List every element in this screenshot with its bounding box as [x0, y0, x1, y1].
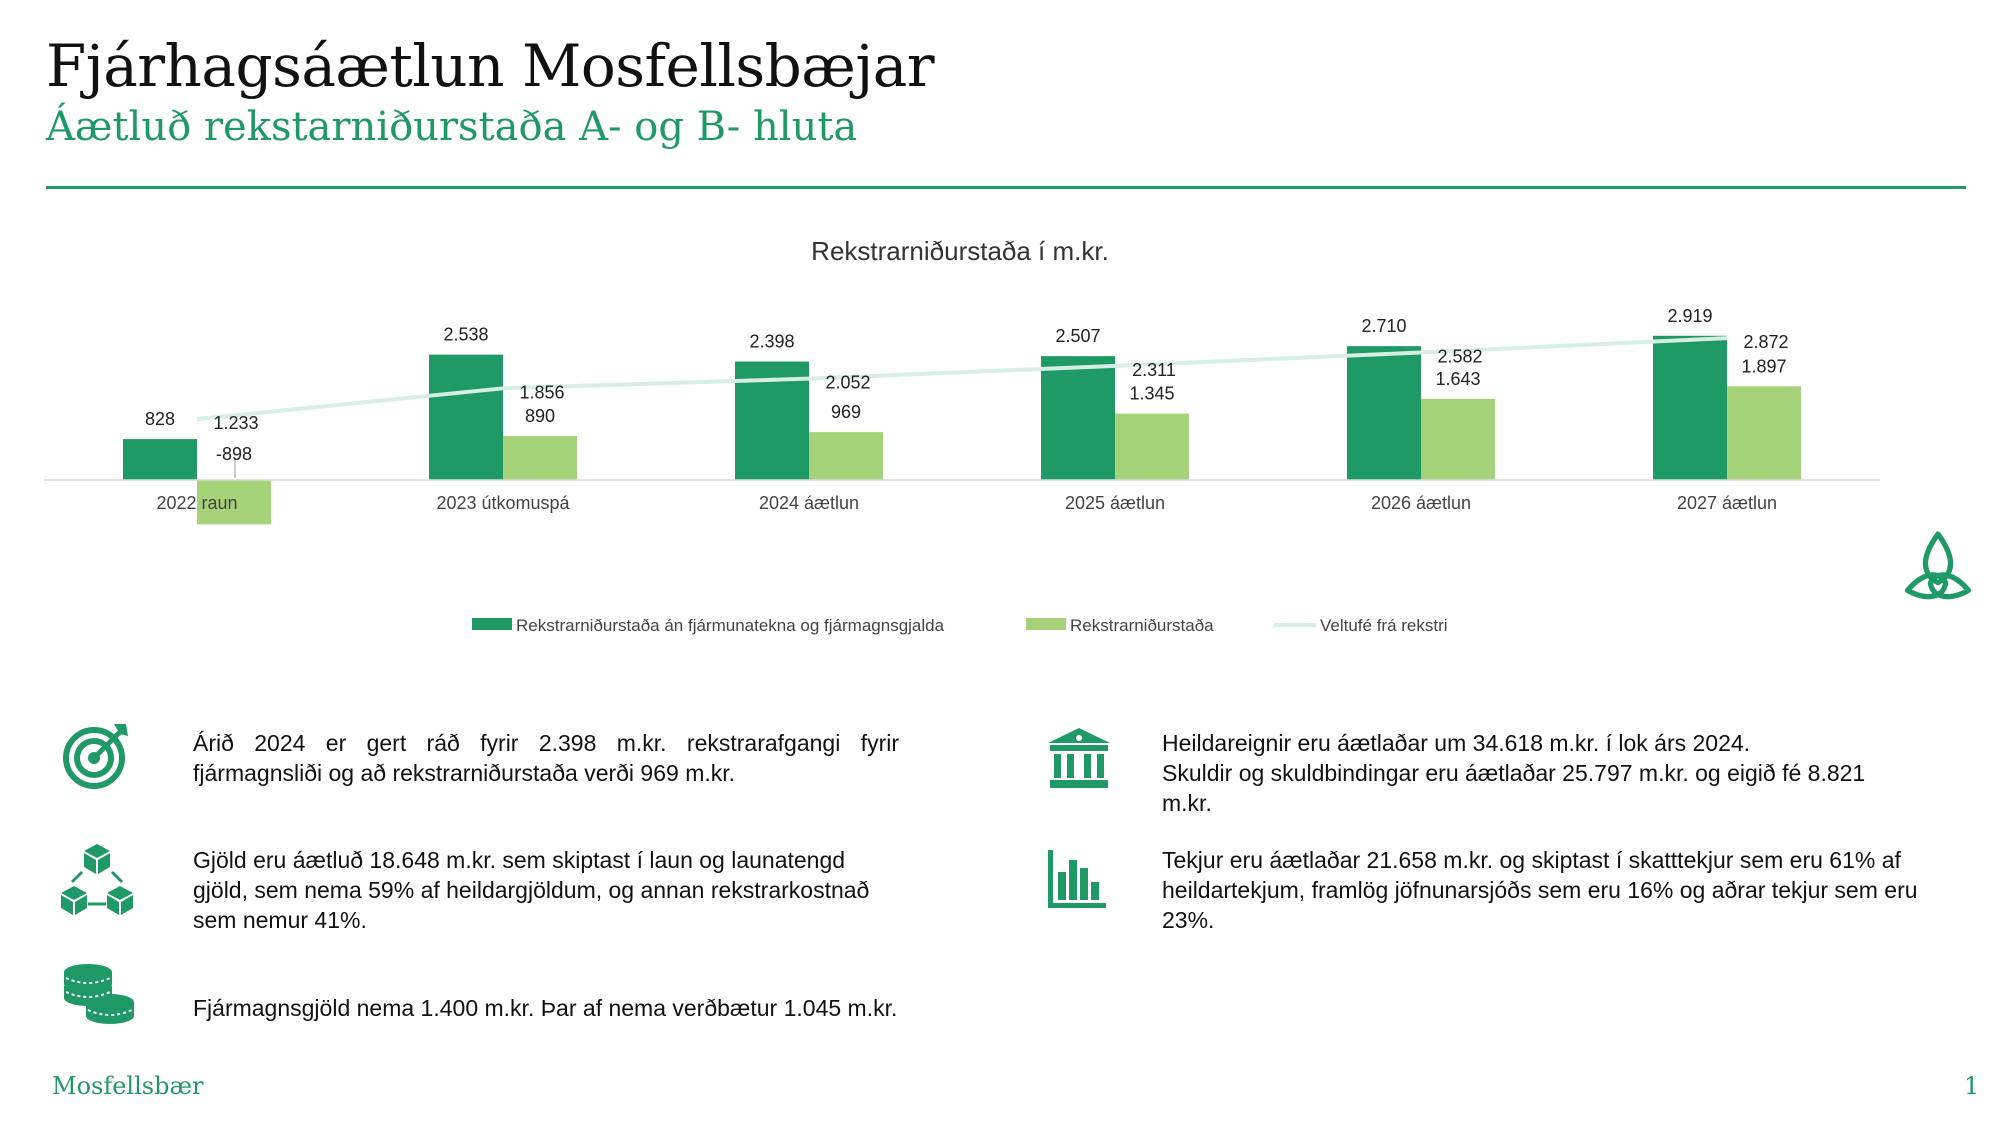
data-label-series3-4: 2.582	[1437, 346, 1482, 366]
x-tick-label-1: 2023 útkomuspá	[436, 493, 570, 513]
bar-series1-4	[1347, 346, 1421, 480]
data-label-series2-5: 1.897	[1741, 356, 1786, 376]
page-subtitle: Áætluð rekstarniðurstaða A- og B- hluta	[46, 104, 858, 150]
data-label-series2-4: 1.643	[1435, 369, 1480, 389]
bar-series1-3	[1041, 356, 1115, 480]
data-label-series1-2: 2.398	[749, 332, 794, 352]
data-label-series3-1: 1.856	[519, 382, 564, 402]
x-tick-label-3: 2025 áætlun	[1065, 493, 1165, 513]
info-assets-text: Heildareignir eru áætlaðar um 34.618 m.k…	[1162, 728, 1902, 818]
legend-label-1: Rekstrarniðurstaða	[1070, 616, 1214, 635]
page-title: Fjárhagsáætlun Mosfellsbæjar	[46, 32, 935, 100]
info-assets-line1: Heildareignir eru áætlaðar um 34.618 m.k…	[1162, 730, 1751, 756]
bar-series1-0	[123, 439, 197, 480]
bar-series2-5	[1727, 386, 1801, 480]
data-label-series1-4: 2.710	[1361, 316, 1406, 336]
x-tick-label-4: 2026 áætlun	[1371, 493, 1471, 513]
line-series3	[196, 336, 1728, 422]
bar-series2-1	[503, 436, 577, 480]
page-number: 1	[1964, 1072, 1980, 1100]
bar-chart-icon	[1048, 850, 1106, 908]
data-label-series2-0: -898	[216, 444, 252, 464]
legend-label-2: Veltufé frá rekstri	[1320, 616, 1448, 635]
data-label-series3-2: 2.052	[825, 373, 870, 393]
bar-series2-4	[1421, 398, 1495, 480]
data-label-series2-2: 969	[831, 402, 861, 422]
coins-icon	[64, 964, 134, 1024]
mosfellsbaer-logo-icon	[1904, 531, 1972, 600]
bar-series2-2	[809, 432, 883, 480]
bar-series2-0	[197, 480, 271, 525]
data-label-series1-5: 2.919	[1667, 306, 1712, 326]
data-label-series3-3: 2.311	[1132, 360, 1176, 380]
data-label-series1-1: 2.538	[443, 325, 488, 345]
chart-title: Rekstrarniðurstaða í m.kr.	[811, 236, 1109, 266]
data-label-series2-1: 890	[525, 406, 555, 426]
x-tick-label-2: 2024 áætlun	[759, 493, 859, 513]
bar-series1-5	[1653, 335, 1727, 480]
data-label-series1-3: 2.507	[1055, 326, 1100, 346]
x-tick-label-5: 2027 áætlun	[1677, 493, 1777, 513]
cubes-icon	[61, 844, 133, 915]
legend-label-0: Rekstrarniðurstaða án fjármunatekna og f…	[516, 616, 945, 635]
operating-results-chart: Rekstrarniðurstaða í m.kr. 2022 raun 2023 …	[44, 236, 1880, 635]
info-costs-text: Gjöld eru áætluð 18.648 m.kr. sem skipta…	[193, 847, 870, 933]
bar-series2-3	[1115, 413, 1189, 480]
data-label-series3-0: 1.233	[213, 413, 258, 433]
footer-brand: Mosfellsbær	[52, 1072, 204, 1100]
target-icon	[63, 724, 128, 789]
info-target-text: Árið 2024 er gert ráð fyrir 2.398 m.kr. …	[193, 730, 899, 786]
info-finance-text: Fjármagnsgjöld nema 1.400 m.kr. Þar af n…	[193, 995, 898, 1021]
legend-swatch-0	[472, 618, 512, 630]
header-divider	[46, 186, 1966, 189]
info-revenue-text: Tekjur eru áætlaðar 21.658 m.kr. og skip…	[1162, 847, 1918, 933]
data-label-series1-0: 828	[145, 409, 175, 429]
x-tick-label-0: 2022 raun	[156, 493, 237, 513]
bar-series1-1	[429, 354, 503, 480]
legend-swatch-1	[1026, 618, 1066, 630]
info-assets-line2: Skuldir og skuldbindingar eru áætlaðar 2…	[1162, 760, 1866, 816]
data-label-series2-3: 1.345	[1129, 384, 1174, 404]
bank-icon	[1048, 728, 1110, 788]
data-label-series3-5: 2.872	[1743, 332, 1788, 352]
